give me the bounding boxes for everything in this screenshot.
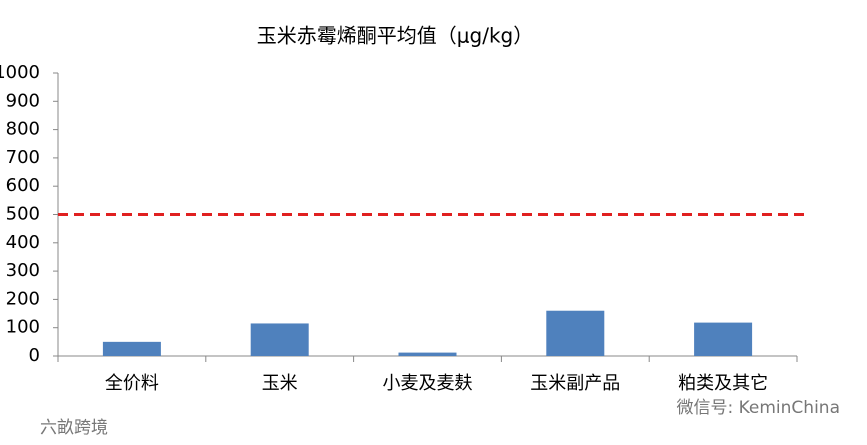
y-tick-label: 0 bbox=[29, 345, 40, 366]
y-tick-label: 800 bbox=[6, 119, 40, 140]
y-tick-label: 500 bbox=[6, 204, 40, 225]
bar bbox=[250, 323, 309, 356]
bar bbox=[546, 310, 605, 356]
chart-title: 玉米赤霉烯酮平均值（μg/kg） bbox=[257, 24, 533, 48]
x-tick-label: 粕类及其它 bbox=[678, 373, 768, 394]
watermark: 六畝跨境 bbox=[40, 418, 108, 438]
y-tick-label: 700 bbox=[6, 147, 40, 168]
y-tick-label: 100 bbox=[6, 317, 40, 338]
bar bbox=[398, 352, 457, 356]
x-tick-label: 玉米副产品 bbox=[530, 373, 620, 394]
bar bbox=[694, 322, 753, 356]
y-tick-label: 300 bbox=[6, 260, 40, 281]
y-tick-label: 200 bbox=[6, 288, 40, 309]
x-tick-label: 小麦及麦麸 bbox=[383, 373, 473, 394]
x-tick-label: 玉米 bbox=[262, 373, 298, 394]
x-tick-label: 全价料 bbox=[105, 373, 159, 394]
y-tick-label: 900 bbox=[6, 90, 40, 111]
y-tick-label: 400 bbox=[6, 232, 40, 253]
y-tick-label: 1000 bbox=[0, 62, 40, 83]
bar bbox=[102, 341, 161, 356]
y-tick-label: 600 bbox=[6, 175, 40, 196]
watermark: 微信号: KeminChina bbox=[676, 398, 840, 418]
